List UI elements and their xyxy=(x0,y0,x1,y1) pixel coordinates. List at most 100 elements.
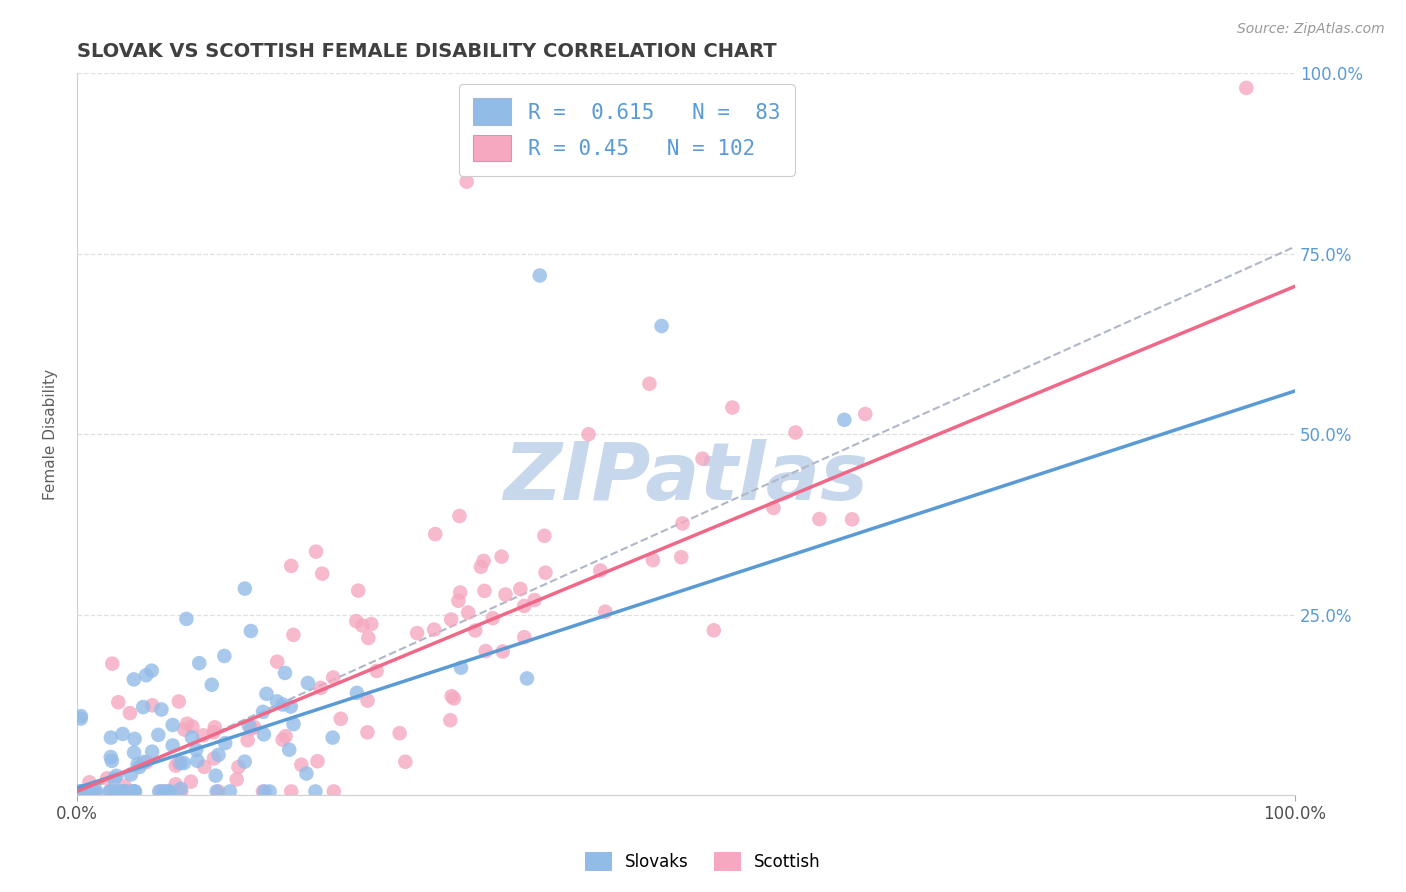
Point xyxy=(186,754,208,768)
Point xyxy=(157,784,180,798)
Point xyxy=(474,644,496,658)
Point xyxy=(79,775,101,789)
Point xyxy=(141,745,163,759)
Point xyxy=(132,700,155,714)
Point xyxy=(721,401,744,415)
Point xyxy=(236,733,259,747)
Point xyxy=(103,784,125,798)
Point xyxy=(193,728,215,742)
Point xyxy=(495,587,517,601)
Point xyxy=(240,722,263,736)
Point xyxy=(207,784,229,798)
Point xyxy=(201,678,224,692)
Point xyxy=(112,779,135,793)
Point xyxy=(307,754,329,768)
Point xyxy=(593,605,616,619)
Point xyxy=(352,618,374,632)
Point xyxy=(280,558,302,573)
Point xyxy=(181,720,204,734)
Point xyxy=(225,772,247,787)
Point xyxy=(468,124,491,138)
Point xyxy=(149,784,172,798)
Point xyxy=(491,549,513,564)
Point xyxy=(165,777,187,791)
Point xyxy=(253,727,276,741)
Point xyxy=(322,670,344,684)
Point xyxy=(266,694,288,708)
Point xyxy=(202,725,225,739)
Point xyxy=(366,664,388,678)
Point xyxy=(256,687,278,701)
Point xyxy=(114,784,136,798)
Point xyxy=(841,512,863,526)
Point xyxy=(152,784,174,798)
Point xyxy=(70,784,93,798)
Legend: Slovaks, Scottish: Slovaks, Scottish xyxy=(576,843,830,880)
Point xyxy=(202,751,225,765)
Point xyxy=(135,668,157,682)
Point xyxy=(271,732,294,747)
Point xyxy=(73,784,96,798)
Point xyxy=(176,716,198,731)
Point xyxy=(186,743,208,757)
Point xyxy=(456,175,478,189)
Point xyxy=(295,766,318,780)
Point xyxy=(529,268,551,283)
Point xyxy=(853,407,876,421)
Point xyxy=(671,516,693,531)
Point xyxy=(233,755,256,769)
Point xyxy=(283,717,305,731)
Point xyxy=(388,726,411,740)
Point xyxy=(70,709,93,723)
Point xyxy=(252,784,274,798)
Point xyxy=(523,593,546,607)
Point xyxy=(72,784,94,798)
Point xyxy=(124,784,146,798)
Point xyxy=(1234,80,1257,95)
Point xyxy=(207,747,229,762)
Point xyxy=(180,774,202,789)
Point xyxy=(762,500,785,515)
Point xyxy=(290,757,312,772)
Point xyxy=(509,582,531,596)
Point xyxy=(440,689,463,703)
Point xyxy=(439,713,461,727)
Point xyxy=(233,582,256,596)
Point xyxy=(259,784,281,798)
Point xyxy=(440,613,463,627)
Point xyxy=(449,508,471,523)
Point xyxy=(127,757,149,772)
Point xyxy=(344,614,367,628)
Point xyxy=(98,784,121,798)
Point xyxy=(141,698,163,713)
Point xyxy=(423,623,446,637)
Text: SLOVAK VS SCOTTISH FEMALE DISABILITY CORRELATION CHART: SLOVAK VS SCOTTISH FEMALE DISABILITY COR… xyxy=(77,42,776,61)
Point xyxy=(70,784,93,798)
Point xyxy=(651,318,673,333)
Point xyxy=(112,784,135,798)
Point xyxy=(111,727,134,741)
Point xyxy=(505,88,527,103)
Point xyxy=(193,760,215,774)
Point xyxy=(135,755,157,769)
Point xyxy=(169,756,191,770)
Point xyxy=(347,583,370,598)
Point xyxy=(176,612,198,626)
Point xyxy=(69,784,91,798)
Point xyxy=(80,784,103,798)
Point xyxy=(239,624,262,638)
Point xyxy=(305,544,328,558)
Point xyxy=(73,784,96,798)
Point xyxy=(98,784,121,798)
Point xyxy=(156,784,179,798)
Point xyxy=(122,784,145,798)
Point xyxy=(346,686,368,700)
Point xyxy=(219,784,242,798)
Point xyxy=(204,720,226,734)
Point xyxy=(122,746,145,760)
Point xyxy=(165,758,187,772)
Text: Source: ZipAtlas.com: Source: ZipAtlas.com xyxy=(1237,22,1385,37)
Point xyxy=(243,720,266,734)
Point xyxy=(297,676,319,690)
Point xyxy=(214,736,236,750)
